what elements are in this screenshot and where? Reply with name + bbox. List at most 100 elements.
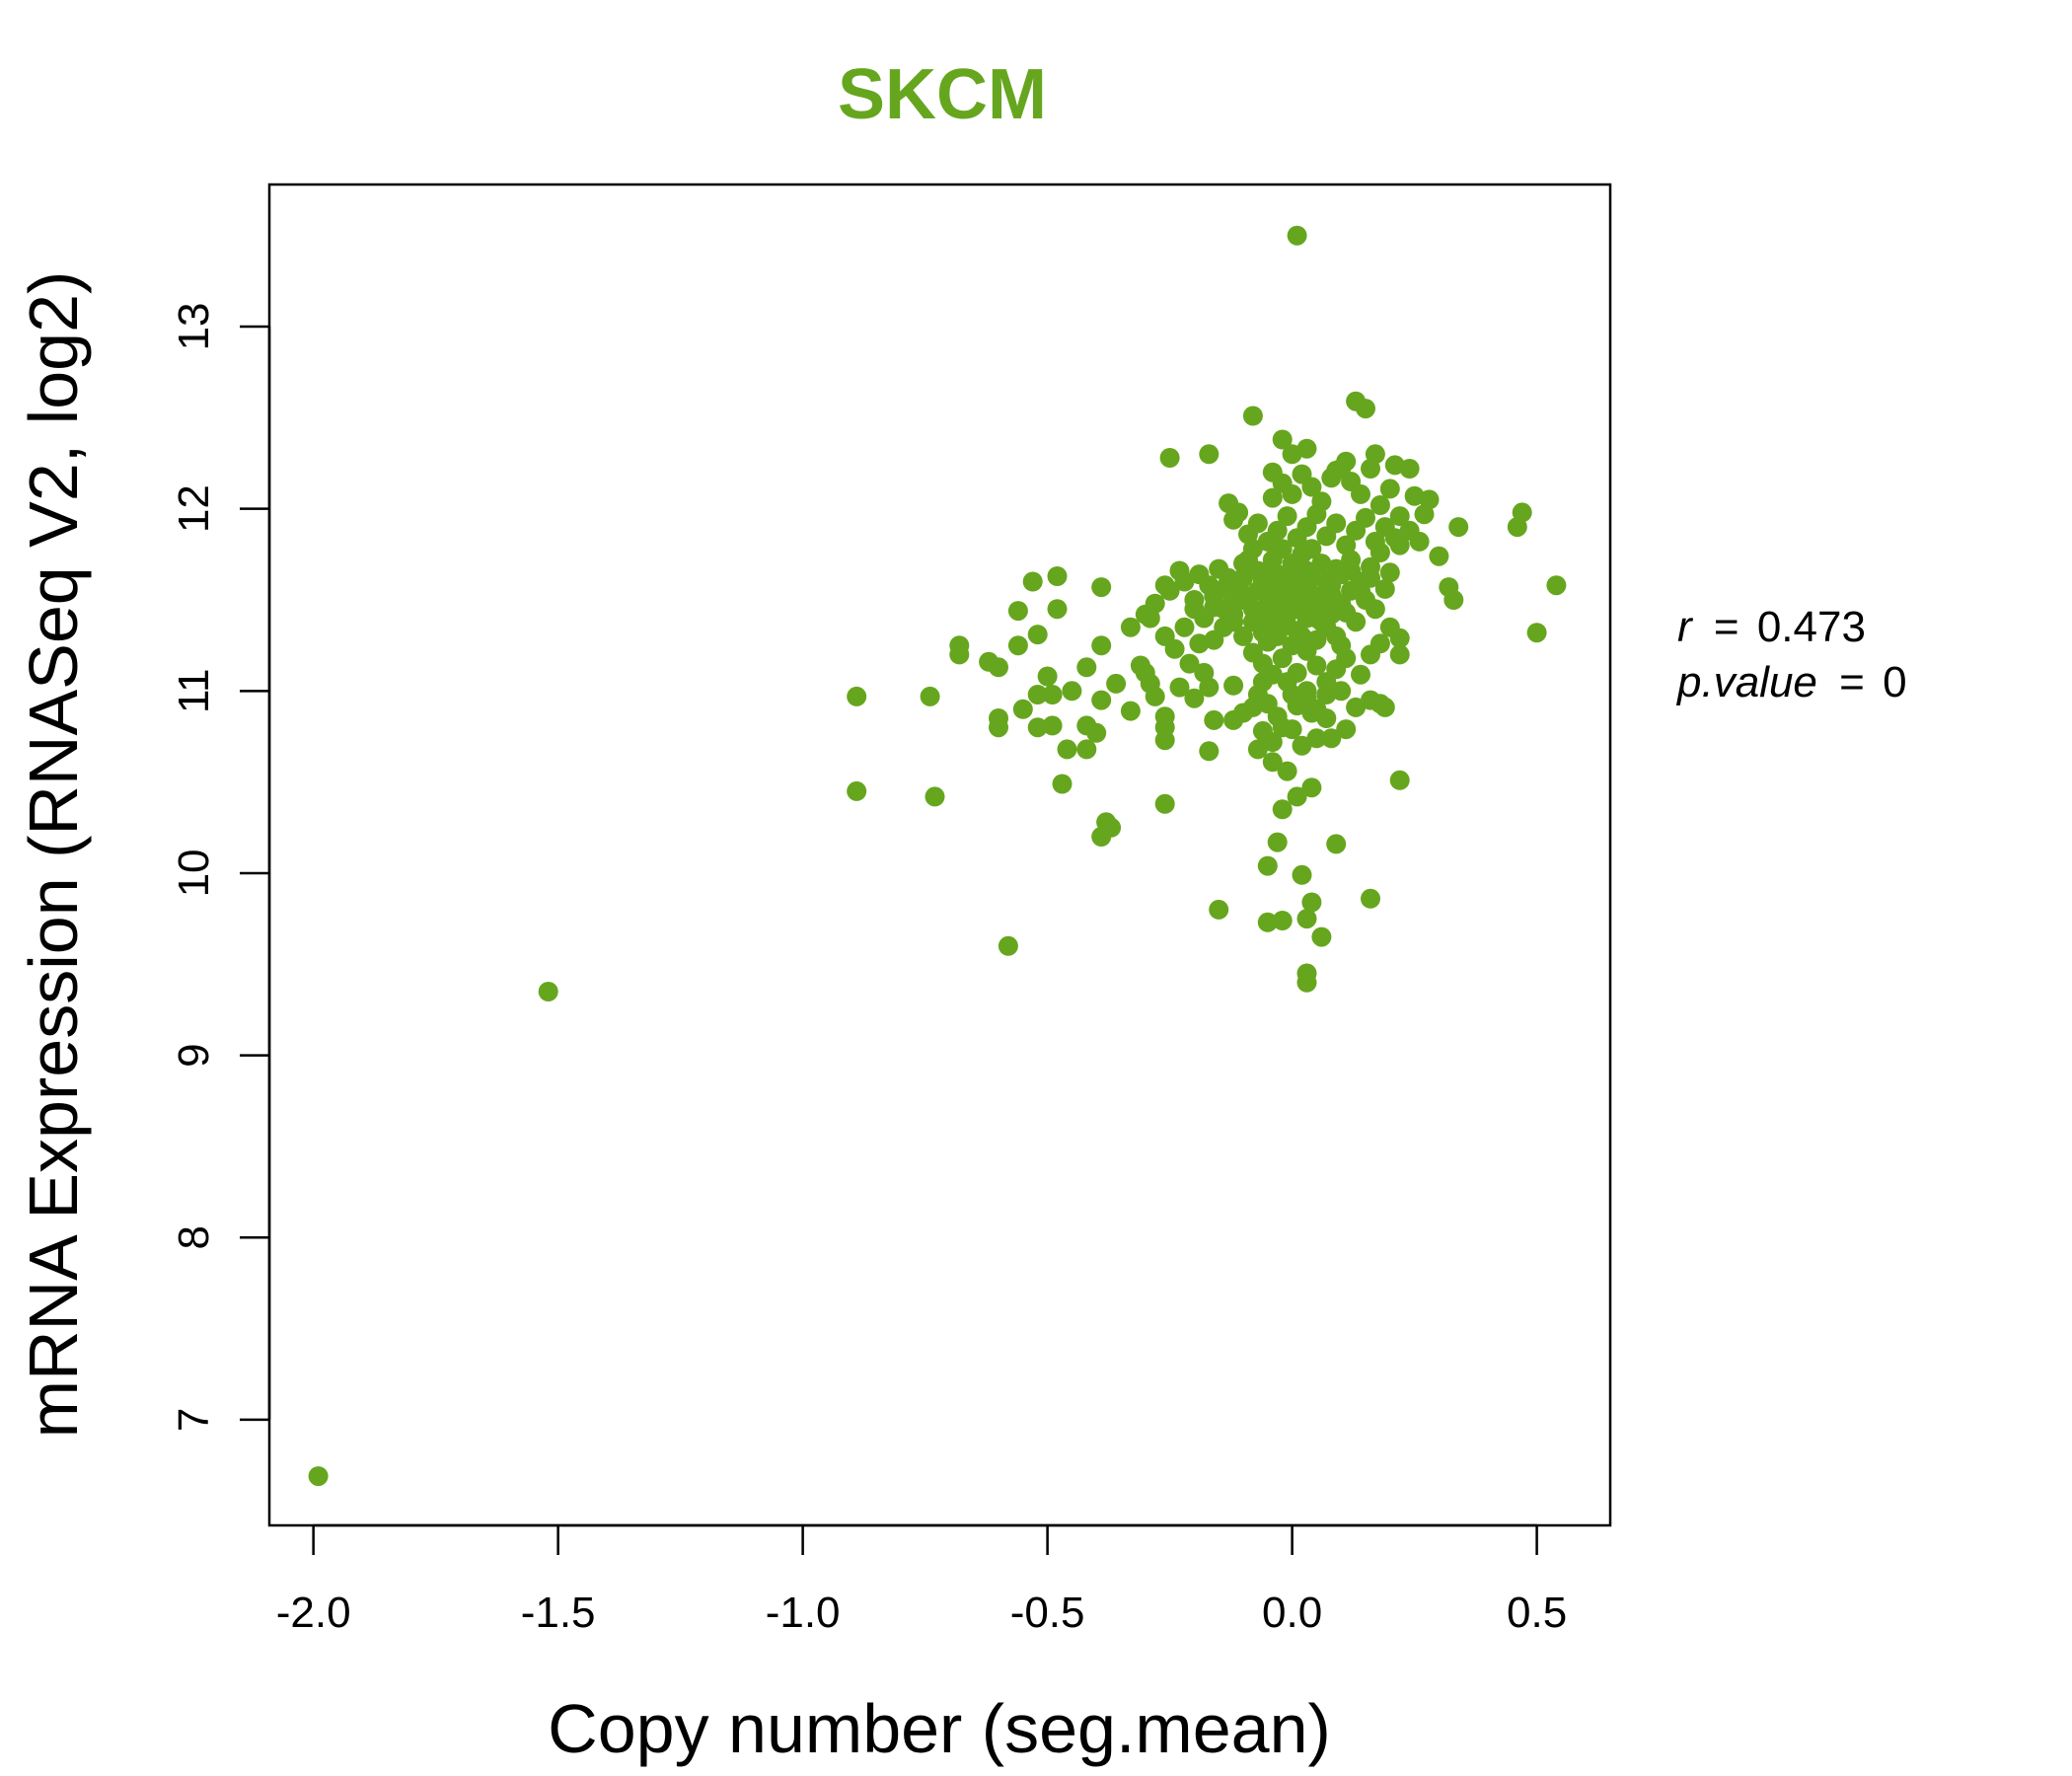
data-point (1076, 739, 1097, 760)
y-axis-label: mRNA Expression (RNASeq V2, log2) (15, 271, 92, 1439)
data-point (1272, 799, 1293, 820)
data-point (1296, 575, 1317, 596)
data-point (1189, 564, 1210, 585)
svg-text:p.value = 0: p.value = 0 (1675, 658, 1907, 706)
data-point (1306, 608, 1327, 629)
y-tick-label: 11 (170, 668, 218, 713)
data-point (1365, 444, 1385, 465)
data-point (1199, 444, 1220, 465)
data-point (1287, 696, 1307, 716)
data-point (1012, 699, 1033, 719)
x-tick-label: 0.5 (1507, 1589, 1567, 1637)
data-point (1346, 520, 1367, 541)
data-point (1042, 685, 1063, 704)
p-value: 0 (1883, 658, 1906, 706)
data-point (1301, 892, 1322, 913)
data-point (1199, 741, 1220, 762)
data-point (1262, 462, 1283, 482)
data-point (1361, 888, 1380, 909)
data-point (1341, 560, 1362, 581)
data-point (989, 708, 1008, 728)
data-point (1361, 567, 1380, 588)
data-point (1311, 926, 1332, 947)
data-point (1086, 722, 1107, 743)
data-point (1262, 664, 1283, 685)
data-point (1159, 448, 1180, 468)
data-point (1106, 673, 1127, 694)
data-point (1120, 701, 1141, 721)
data-point (1326, 558, 1347, 579)
data-point (1242, 406, 1263, 426)
data-point (1091, 635, 1112, 656)
data-point (308, 1466, 329, 1487)
data-point (1096, 812, 1117, 833)
data-point (1384, 455, 1405, 476)
data-point (1351, 664, 1370, 685)
data-point (1267, 564, 1288, 585)
data-point (1047, 566, 1068, 586)
data-point (1091, 577, 1112, 598)
data-point (1204, 629, 1224, 650)
data-point (847, 780, 867, 801)
data-point (1326, 834, 1347, 854)
data-point (1257, 855, 1278, 876)
data-point (1311, 491, 1332, 512)
data-point (1546, 575, 1567, 596)
data-point (1379, 617, 1400, 637)
data-point (925, 786, 945, 807)
r-value: 0.473 (1757, 603, 1866, 651)
x-tick-label: 0.0 (1262, 1589, 1322, 1637)
data-point (1306, 655, 1327, 676)
data-point (1443, 590, 1464, 610)
data-point (1287, 225, 1307, 246)
data-point (1184, 688, 1205, 708)
data-point (1296, 909, 1317, 929)
data-point (1154, 793, 1175, 814)
data-point (1292, 626, 1312, 646)
data-point (949, 635, 970, 656)
data-point (1219, 493, 1239, 514)
data-point (1145, 686, 1165, 706)
data-point (1389, 770, 1410, 790)
data-point (1292, 544, 1312, 564)
data-point (1076, 657, 1097, 678)
points-layer (308, 225, 1567, 1487)
data-point (1242, 697, 1263, 717)
data-point (1257, 631, 1278, 652)
data-point (1267, 593, 1288, 614)
data-point (1306, 728, 1327, 749)
r-label: r (1677, 603, 1694, 651)
y-tick-label: 10 (170, 849, 218, 897)
data-point (1154, 730, 1175, 751)
x-axis-label: Copy number (seg.mean) (548, 1690, 1331, 1767)
data-point (1287, 786, 1307, 807)
data-point (1154, 626, 1175, 646)
data-point (1022, 571, 1043, 592)
data-point (1247, 580, 1268, 601)
data-point (1272, 717, 1293, 738)
data-point (1042, 715, 1063, 736)
x-tick-label: -1.0 (766, 1589, 841, 1637)
x-tick-label: -0.5 (1010, 1589, 1085, 1637)
p-label: p.value (1675, 658, 1817, 706)
y-tick-label: 9 (170, 1043, 218, 1067)
data-point (1277, 615, 1297, 635)
data-point (1374, 578, 1395, 599)
data-point (1052, 774, 1073, 794)
data-point (1282, 483, 1302, 504)
data-point (1214, 578, 1234, 599)
data-point (1007, 635, 1028, 656)
data-point (1404, 485, 1425, 506)
data-point (1257, 531, 1278, 552)
data-point (1507, 517, 1527, 538)
y-tick-label: 7 (170, 1408, 218, 1432)
data-point (1169, 560, 1190, 581)
data-point (1204, 597, 1224, 618)
data-point (1277, 761, 1297, 781)
data-point (1174, 617, 1195, 637)
data-point (1184, 599, 1205, 620)
data-point (1238, 524, 1258, 545)
data-point (1204, 709, 1224, 730)
data-point (1336, 719, 1357, 740)
plot-frame (267, 183, 1612, 1527)
